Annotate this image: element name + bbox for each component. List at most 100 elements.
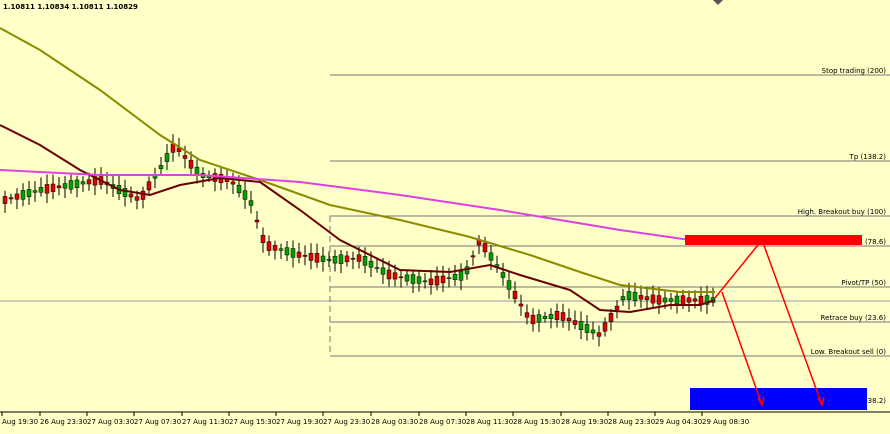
- level-label: Pivot/TP (50): [841, 279, 886, 287]
- candle-body: [296, 251, 302, 258]
- candle-body: [74, 179, 80, 188]
- candle-body: [344, 255, 350, 263]
- candle-body: [638, 295, 644, 300]
- candle-body: [242, 190, 248, 200]
- candle-body: [398, 276, 404, 279]
- candle-body: [644, 296, 650, 300]
- candle-body: [584, 324, 590, 333]
- candle-body: [578, 320, 584, 331]
- candle-body: [632, 291, 638, 301]
- candle-body: [488, 252, 494, 261]
- candle-body: [482, 242, 488, 253]
- candle-body: [554, 310, 560, 321]
- candle-body: [50, 183, 56, 192]
- time-label: 28 Aug 15:30: [513, 418, 560, 426]
- candle-body: [128, 193, 134, 198]
- candle-body: [158, 165, 164, 169]
- candle-body: [260, 234, 266, 244]
- sell-zone: [685, 235, 862, 245]
- candle-body: [272, 245, 278, 251]
- level-label: High. Breakout buy (100): [798, 208, 886, 216]
- time-label: 29 Aug 08:30: [702, 418, 749, 426]
- time-label: 28 Aug 07:30: [419, 418, 466, 426]
- level-label: Stop trading (200): [822, 67, 887, 75]
- candle-body: [572, 320, 578, 325]
- candle-body: [506, 280, 512, 290]
- candle-body: [308, 253, 314, 261]
- candle-body: [254, 219, 260, 223]
- level-label: Low. Breakout sell (0): [811, 348, 886, 356]
- candle-body: [332, 255, 338, 264]
- time-label: 27 Aug 15:30: [229, 418, 276, 426]
- candle-body: [392, 272, 398, 280]
- candle-body: [86, 179, 92, 185]
- candle-body: [566, 317, 572, 322]
- time-label: 27 Aug 11:30: [182, 418, 229, 426]
- time-label: 27 Aug 07:30: [134, 418, 181, 426]
- candle-body: [56, 185, 62, 189]
- time-label: Aug 19:30: [2, 418, 38, 426]
- candle-body: [674, 295, 680, 305]
- candle-body: [686, 297, 692, 303]
- level-label: -38.2): [865, 397, 886, 405]
- candle-body: [326, 259, 332, 261]
- candle-body: [626, 291, 632, 300]
- quote: 1.10811 1.10834 1.10811 1.10829: [3, 3, 138, 11]
- candle-body: [518, 303, 524, 307]
- candle-body: [404, 274, 410, 282]
- candle-body: [170, 143, 176, 153]
- candle-body: [524, 312, 530, 318]
- buy-zone: [690, 388, 867, 410]
- candle-body: [230, 181, 236, 185]
- time-label: 28 Aug 23:30: [608, 418, 655, 426]
- time-label: 28 Aug 11:30: [466, 418, 513, 426]
- candle-body: [668, 298, 674, 302]
- candle-body: [548, 314, 554, 319]
- time-label: 28 Aug 03:30: [371, 418, 418, 426]
- candle-body: [590, 329, 596, 334]
- candle-body: [140, 190, 146, 200]
- candle-body: [458, 271, 464, 281]
- candle-body: [560, 312, 566, 321]
- candle-body: [662, 297, 668, 303]
- candle-body: [338, 254, 344, 265]
- candle-body: [542, 316, 548, 319]
- candle-body: [212, 173, 218, 182]
- scroll-marker: [713, 0, 723, 5]
- candle-body: [266, 241, 272, 251]
- candle-body: [302, 254, 308, 257]
- time-label: 27 Aug 23:30: [323, 418, 370, 426]
- candle-body: [236, 184, 242, 194]
- candle-body: [452, 273, 458, 281]
- candles: [2, 134, 716, 347]
- candle-body: [440, 275, 446, 284]
- candle-body: [284, 247, 290, 256]
- candle-body: [44, 184, 50, 194]
- ma-slow: [0, 27, 715, 293]
- candle-body: [38, 187, 44, 193]
- time-label: 28 Aug 19:30: [561, 418, 608, 426]
- candle-body: [182, 155, 188, 159]
- candle-body: [680, 295, 686, 305]
- candle-body: [314, 253, 320, 263]
- time-label: 27 Aug 19:30: [276, 418, 323, 426]
- candle-body: [188, 159, 194, 169]
- time-label: 27 Aug 03:30: [87, 418, 134, 426]
- time-label: 26 Aug 23:30: [40, 418, 87, 426]
- candle-body: [350, 257, 356, 260]
- time-label: 29 Aug 04:30: [655, 418, 702, 426]
- candle-body: [410, 274, 416, 284]
- candle-body: [68, 180, 74, 190]
- candle-body: [704, 295, 710, 305]
- ma-long: [0, 169, 691, 241]
- candle-body: [26, 189, 32, 198]
- candle-body: [122, 188, 128, 197]
- time-axis: Aug 19:30 26 Aug 23:30 27 Aug 03:30 27 Aug …: [1, 412, 749, 426]
- candle-body: [14, 193, 20, 200]
- candle-body: [512, 290, 518, 300]
- candle-body: [536, 314, 542, 323]
- candle-body: [362, 256, 368, 266]
- candle-body: [698, 295, 704, 305]
